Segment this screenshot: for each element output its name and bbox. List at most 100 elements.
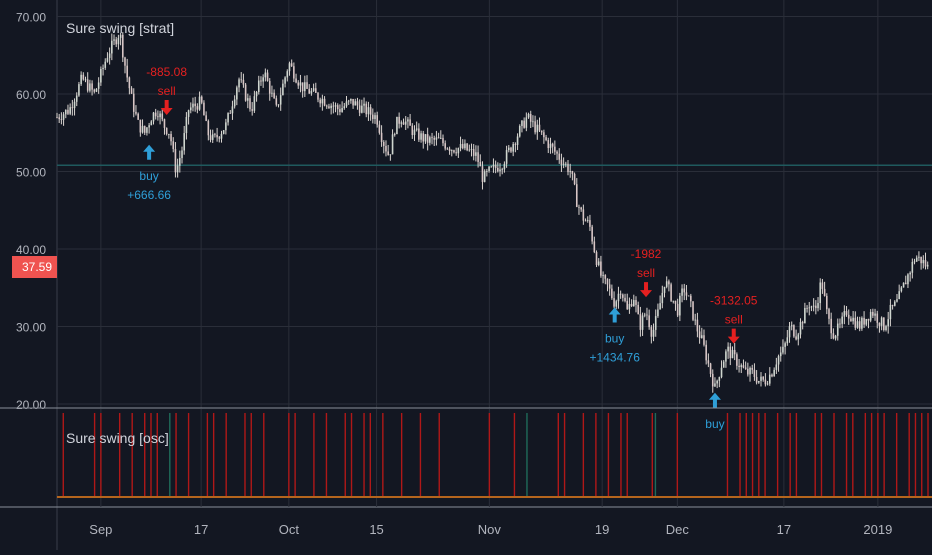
buy-arrow-icon <box>608 307 621 323</box>
candle-body <box>459 144 462 149</box>
candle-body <box>457 148 460 154</box>
buy-label: buy <box>139 169 158 183</box>
candle-body <box>209 135 212 140</box>
buy-annotation: buy <box>705 392 725 431</box>
candle-body <box>736 354 738 366</box>
candle-body <box>615 301 618 307</box>
price-series <box>56 32 929 393</box>
candle-body <box>856 321 859 328</box>
candle-body <box>192 103 194 108</box>
candle-body <box>398 116 400 124</box>
candle-body <box>764 379 767 385</box>
candle-body <box>273 92 275 99</box>
y-tick-label: 20.00 <box>16 398 46 412</box>
candle-body <box>481 166 484 182</box>
candle-body <box>433 137 436 140</box>
candle-body <box>435 137 438 140</box>
candle-body <box>89 83 91 91</box>
candle-body <box>358 105 361 113</box>
candle-body <box>867 318 870 321</box>
candle-body <box>718 377 721 381</box>
candle-body <box>411 125 414 136</box>
candle-body <box>523 120 525 128</box>
candle-body <box>75 95 78 102</box>
candle-body <box>889 304 892 320</box>
candle-body <box>279 95 282 105</box>
candle-body <box>720 367 723 378</box>
candle-body <box>703 335 705 345</box>
candle-body <box>659 303 661 310</box>
candle-body <box>442 137 444 144</box>
candle-body <box>93 89 96 92</box>
candle-body <box>606 278 609 285</box>
candle-body <box>762 376 764 380</box>
x-axis[interactable]: Sep 17 Oct 15 Nov 19 Dec 17 2019 <box>89 522 892 537</box>
candle-body <box>413 129 416 136</box>
candle-body <box>832 333 835 339</box>
candle-body <box>306 82 308 89</box>
candle-body <box>766 383 769 385</box>
main-pane-grid <box>57 0 932 408</box>
candle-body <box>571 171 574 174</box>
candle-body <box>876 313 879 323</box>
candle-body <box>189 107 192 111</box>
candle-body <box>538 124 541 131</box>
buy-arrow-icon <box>143 144 156 160</box>
candle-body <box>525 117 528 128</box>
y-tick-label: 50.00 <box>16 166 46 180</box>
candle-body <box>231 106 234 114</box>
candle-body <box>619 293 622 295</box>
candle-body <box>690 295 692 302</box>
candle-body <box>558 153 561 160</box>
buy-annotation: buy +666.66 <box>127 144 171 202</box>
candle-body <box>176 165 179 173</box>
candle-body <box>716 380 718 384</box>
candle-body <box>578 206 580 208</box>
candle-body <box>826 295 828 310</box>
candle-body <box>777 356 780 365</box>
candle-body <box>422 133 425 142</box>
candle-body <box>455 152 457 154</box>
buy-profit-label: +666.66 <box>127 188 171 202</box>
candle-body <box>80 74 82 85</box>
candle-body <box>747 368 749 375</box>
candle-body <box>821 282 824 289</box>
candle-body <box>187 110 190 117</box>
x-tick-label: 15 <box>369 522 383 537</box>
candle-body <box>687 295 690 297</box>
candle-body <box>617 293 620 302</box>
candle-body <box>604 275 607 279</box>
candle-body <box>920 256 922 264</box>
candle-body <box>104 61 107 68</box>
candle-body <box>60 119 63 120</box>
candle-body <box>836 323 839 336</box>
candle-body <box>926 264 929 267</box>
candle-body <box>679 295 681 316</box>
candle-body <box>744 367 747 369</box>
candle-body <box>586 220 589 221</box>
candle-body <box>540 130 543 133</box>
candle-body <box>850 318 852 322</box>
candle-body <box>683 288 686 293</box>
candle-body <box>514 144 517 145</box>
candle-body <box>218 137 221 139</box>
candle-body <box>277 104 280 106</box>
candle-body <box>426 134 429 143</box>
candle-body <box>858 321 861 329</box>
candle-body <box>203 102 205 116</box>
candle-body <box>205 115 207 121</box>
candle-body <box>657 309 659 317</box>
candle-body <box>196 106 199 110</box>
candle-body <box>823 288 826 296</box>
candle-body <box>347 100 350 102</box>
candle-body <box>874 313 876 316</box>
candle-body <box>674 300 677 304</box>
candle-body <box>165 127 168 135</box>
candle-body <box>549 143 552 149</box>
candle-body <box>56 117 58 119</box>
sell-arrow-icon <box>727 328 740 344</box>
candle-body <box>872 311 874 316</box>
candle-body <box>490 166 493 168</box>
candle-body <box>507 147 510 151</box>
